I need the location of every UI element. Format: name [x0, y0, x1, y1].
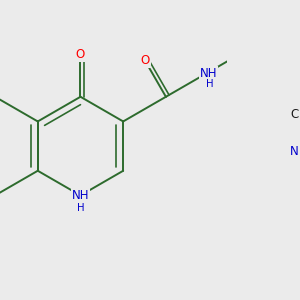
Text: N: N	[290, 145, 298, 158]
Text: O: O	[140, 54, 150, 67]
Text: H: H	[206, 79, 214, 89]
Text: C: C	[290, 107, 298, 121]
Text: O: O	[76, 48, 85, 62]
Text: H: H	[77, 202, 84, 213]
Text: NH: NH	[200, 67, 218, 80]
Text: NH: NH	[72, 189, 89, 202]
